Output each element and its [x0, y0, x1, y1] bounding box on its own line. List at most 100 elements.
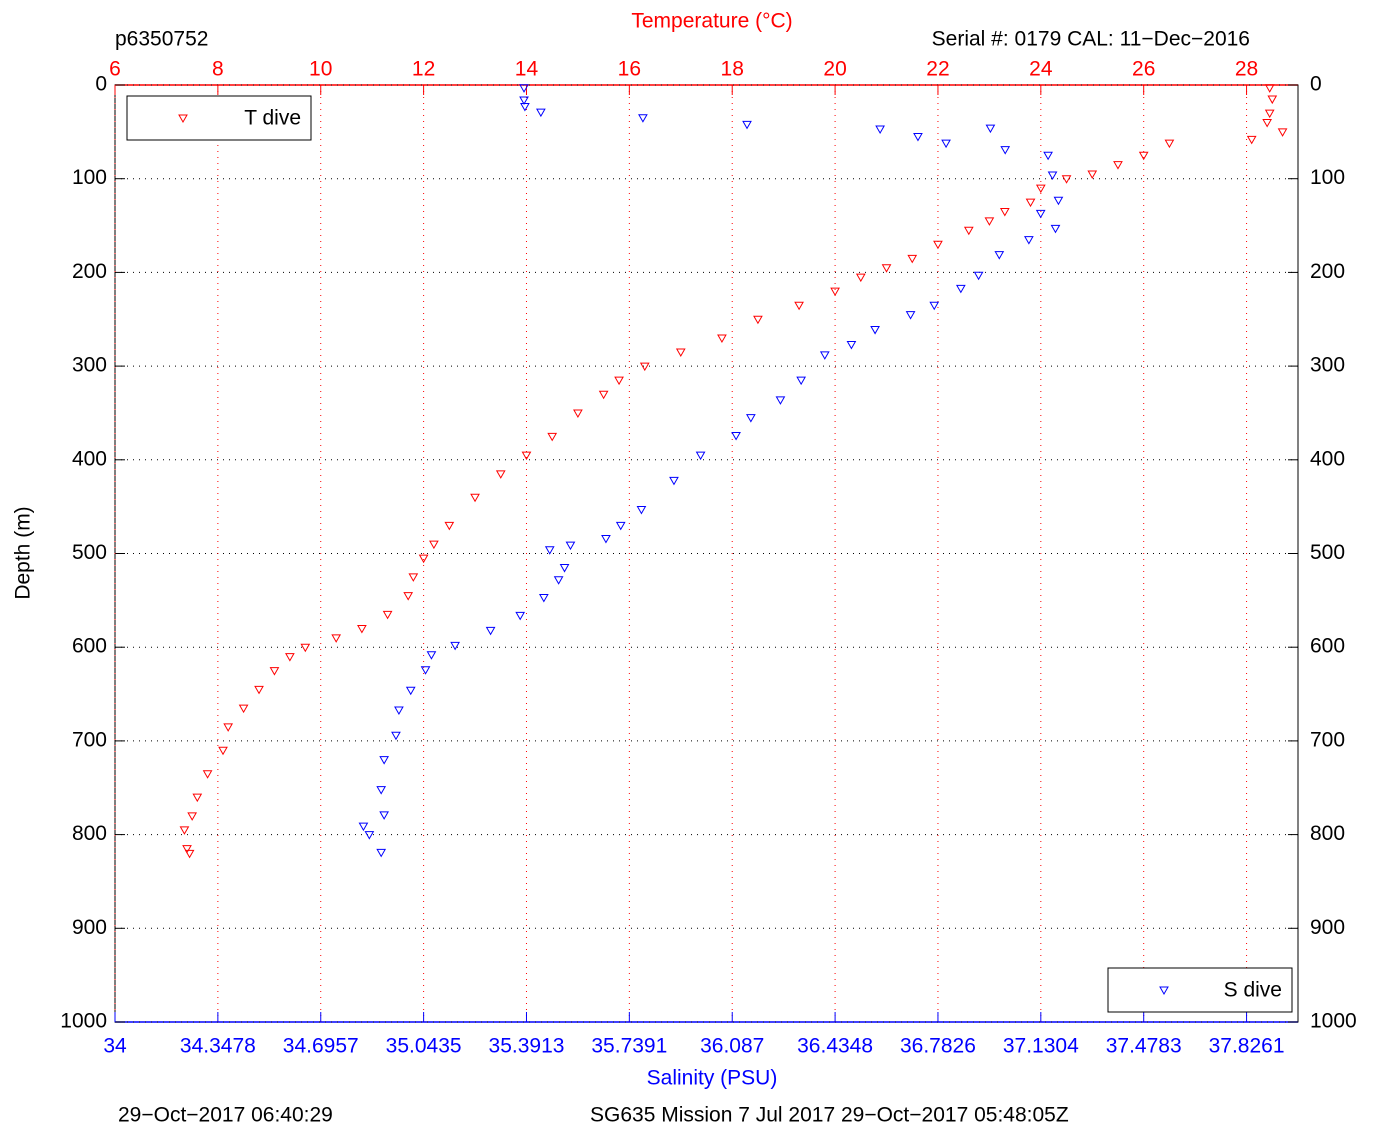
- y2-tick-label: 200: [1310, 260, 1345, 283]
- point: [521, 451, 532, 461]
- x-tick-label: 28: [1235, 58, 1258, 81]
- x2-tick-label: 37.4783: [1106, 1035, 1182, 1058]
- y-tick-label: 0: [95, 73, 107, 96]
- y2-tick-label: 1000: [1310, 1010, 1357, 1033]
- point: [429, 540, 439, 550]
- point: [955, 284, 966, 294]
- x-tick-label: 22: [926, 58, 949, 81]
- point: [695, 451, 706, 461]
- point: [963, 226, 974, 236]
- point: [875, 125, 885, 135]
- x2-tick-label: 34: [103, 1035, 127, 1058]
- point: [331, 634, 342, 643]
- point: [669, 476, 679, 486]
- point: [1061, 175, 1072, 184]
- point: [1035, 209, 1046, 219]
- x-tick-label: 6: [109, 58, 121, 81]
- point: [544, 546, 555, 555]
- y-tick-label: 300: [72, 354, 107, 377]
- point: [746, 414, 756, 423]
- point: [376, 848, 387, 858]
- point: [933, 240, 943, 250]
- point: [357, 624, 367, 634]
- point: [731, 431, 741, 441]
- point: [485, 626, 496, 636]
- point: [202, 770, 213, 779]
- point: [775, 396, 786, 405]
- footer-left: 29−Oct−2017 06:40:29: [118, 1104, 333, 1127]
- point: [391, 731, 401, 741]
- point: [675, 348, 686, 358]
- y-tick-label: 200: [72, 260, 107, 283]
- point: [269, 667, 280, 676]
- y-tick-label: 1000: [60, 1010, 107, 1033]
- x2-tick-label: 37.1304: [1003, 1035, 1079, 1058]
- point: [753, 315, 763, 325]
- point: [223, 723, 234, 732]
- point: [794, 301, 804, 311]
- point: [450, 641, 460, 651]
- point: [1264, 109, 1275, 119]
- point: [1138, 151, 1149, 161]
- point: [1050, 224, 1061, 234]
- legend-label: T dive: [244, 107, 301, 130]
- point: [470, 493, 480, 503]
- point: [973, 271, 984, 281]
- x2-axis-title: Salinity (PSU): [647, 1067, 778, 1090]
- point: [394, 706, 404, 715]
- point: [1267, 95, 1278, 105]
- chart-title: p6350752: [115, 28, 208, 51]
- y2-tick-label: 400: [1310, 447, 1345, 470]
- point: [614, 376, 624, 386]
- point: [907, 254, 918, 264]
- legend-box: [1107, 967, 1293, 1013]
- point: [559, 564, 570, 573]
- point: [1264, 84, 1275, 93]
- y-tick-label: 600: [72, 635, 107, 658]
- point: [519, 84, 529, 93]
- point: [547, 432, 558, 442]
- point: [538, 594, 549, 603]
- chart-subtitle: Serial #: 0179 CAL: 11−Dec−2016: [932, 28, 1250, 51]
- point: [520, 103, 530, 112]
- point: [379, 756, 389, 765]
- point: [742, 120, 752, 130]
- point: [553, 576, 564, 585]
- y2-tick-label: 800: [1310, 822, 1345, 845]
- point: [1113, 161, 1123, 170]
- y2-tick-label: 300: [1310, 354, 1345, 377]
- point: [358, 822, 369, 832]
- legend-label: S dive: [1224, 979, 1282, 1002]
- plot-frame: [114, 84, 1299, 1023]
- point: [830, 287, 840, 297]
- point: [495, 470, 506, 479]
- x-tick-label: 8: [212, 58, 224, 81]
- point: [184, 849, 195, 859]
- point: [573, 409, 583, 418]
- point: [1024, 236, 1034, 245]
- x-axis-title: Temperature (°C): [631, 10, 792, 33]
- point: [855, 273, 866, 283]
- point: [1047, 171, 1058, 180]
- x2-tick-label: 35.3913: [489, 1035, 565, 1058]
- point: [819, 351, 830, 360]
- point: [403, 592, 414, 601]
- x2-tick-label: 36.087: [700, 1035, 764, 1058]
- point: [408, 573, 419, 582]
- x-tick-label: 20: [823, 58, 846, 81]
- y-axis-title: Depth (m): [12, 506, 35, 599]
- point: [984, 217, 995, 226]
- point: [601, 535, 611, 544]
- x-tick-label: 24: [1029, 58, 1053, 81]
- x2-tick-label: 36.7826: [900, 1035, 976, 1058]
- x-tick-label: 16: [618, 58, 641, 81]
- point: [1277, 128, 1288, 137]
- y2-tick-label: 600: [1310, 635, 1345, 658]
- point: [285, 653, 295, 662]
- x-tick-label: 10: [309, 58, 332, 81]
- point: [182, 845, 192, 854]
- x2-tick-label: 34.3478: [180, 1035, 256, 1058]
- point: [1164, 139, 1175, 149]
